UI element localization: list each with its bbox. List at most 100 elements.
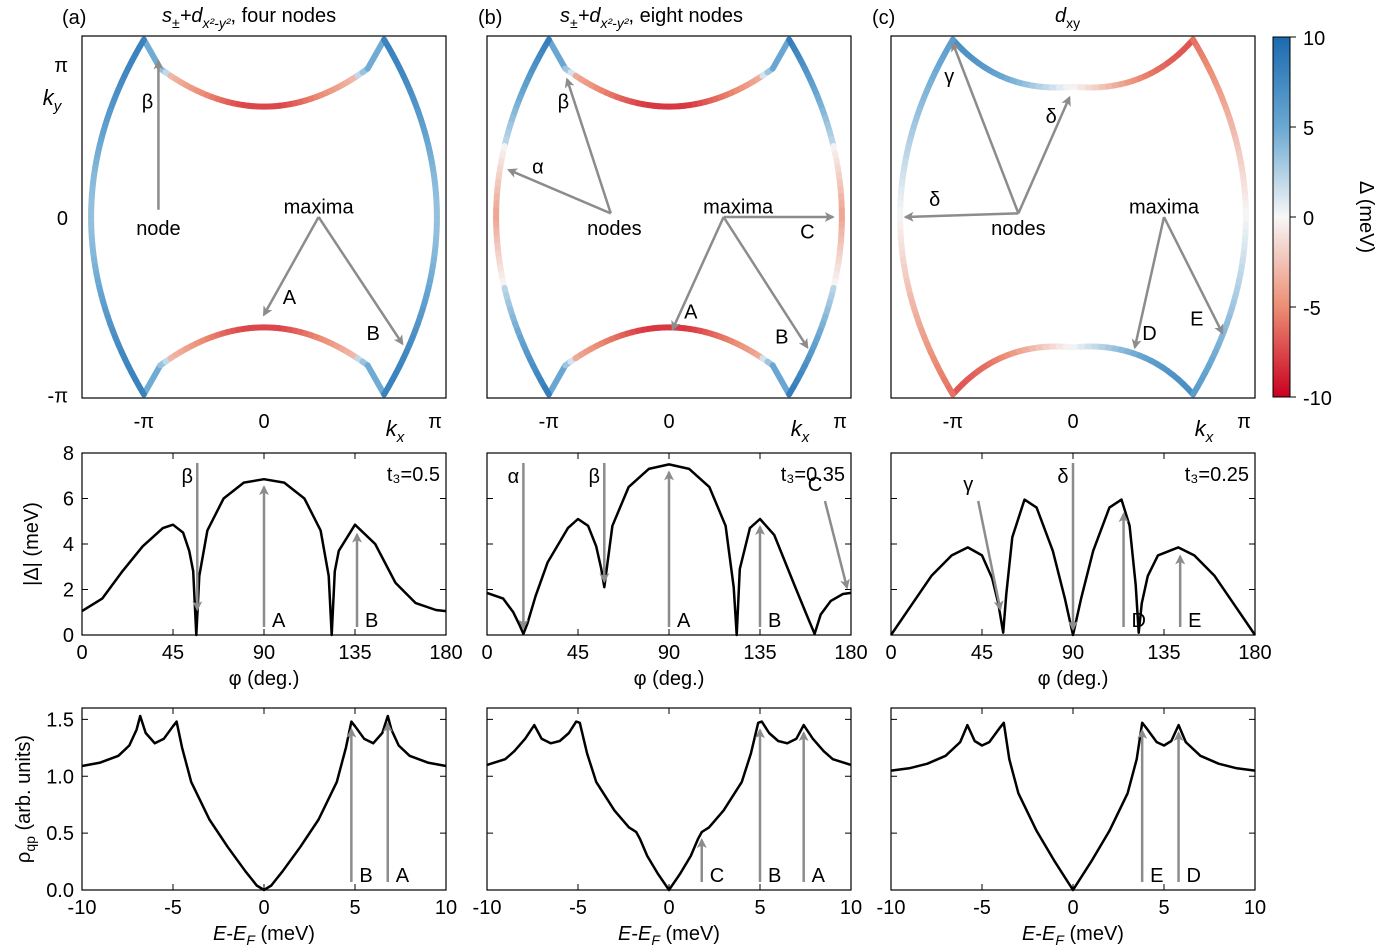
marker-B: B [775,327,788,349]
x-axis-label: E-EF (meV) [618,923,720,948]
y-tick-label: 8 [63,443,74,465]
data-line [81,477,447,637]
fs-top-arc [140,36,388,110]
y-tick-label: 0.0 [46,880,74,902]
x-tick-label: -10 [68,897,97,919]
marker-label-α: α [508,466,520,488]
maxima-label: maxima [284,196,355,218]
y-axis-label: |Δ| (meV) [21,502,43,586]
parameter-label: t₃=0.25 [1185,464,1249,486]
x-tick-label: -π [943,411,963,433]
x-tick-label: 0 [663,411,674,433]
marker-label-B: B [768,610,781,632]
marker-label-E: E [1150,865,1163,887]
x-tick-label: 5 [754,897,765,919]
fs-right-arc [786,36,845,398]
chart-c-bottom: -10 -5 0 5 10 E-EF (meV) E D [877,707,1266,948]
node-arrow-alpha [507,168,612,215]
marker-B: B [367,323,380,345]
x-axis-label: E-EF (meV) [213,923,315,948]
fs-bottom-arc [545,324,793,398]
x-tick-label: π [1237,411,1251,433]
marker-beta: β [558,91,570,113]
y-tick-label: -π [48,385,68,407]
fs-frame [486,35,852,399]
node-arrow-beta [564,77,612,214]
colorbar-tick-label: 0 [1303,208,1314,230]
x-tick-label: 45 [567,642,589,664]
marker-label-B: B [365,610,378,632]
data-line [81,714,447,892]
data-line [890,721,1256,892]
y-tick-label: 2 [63,580,74,602]
colorbar-label: Δ (meV) [1355,181,1377,253]
chart-a-middle: 0 45 90 135 180 φ (deg.) 0 2 4 6 8 |Δ| (meV) t₃=0.5 β… [21,443,463,690]
x-tick-label: 0 [481,642,492,664]
x-tick-label: 0 [1067,897,1078,919]
x-tick-label: 45 [162,642,184,664]
marker-arrow-γ [976,500,1004,611]
y-tick-label: π [54,55,68,77]
fs-segment [545,362,569,398]
x-tick-label: 0 [258,411,269,433]
parameter-label: t₃=0.35 [781,464,845,486]
node-label: node [136,218,181,240]
fs-segment [769,362,793,398]
panel-label-b: (b) [478,7,502,29]
node-arrow-delta-left [903,211,1019,222]
colorbar-tick-label: -5 [1303,298,1321,320]
marker-label-B: B [359,865,372,887]
node-arrow-gamma [951,41,1020,214]
x-tick-label: 180 [1238,642,1271,664]
x-tick-label: 180 [429,642,462,664]
data-line [889,498,1257,637]
plot-frame [486,707,852,891]
maxima-arrow-a [671,216,725,332]
marker-label-D: D [1132,610,1146,632]
chart-c-middle: 0 45 90 135 180 φ (deg.) t₃=0.25 γ δ D E [885,452,1272,690]
marker-D: D [1142,323,1156,345]
maxima-label: maxima [1129,196,1200,218]
fermi-surface-panel-b: -π 0 π kx nodes β α maxima A B C [486,35,852,446]
marker-delta-left: δ [929,189,940,211]
x-tick-label: 0 [885,642,896,664]
y-tick-label: 0 [63,625,74,647]
fs-segment [136,384,147,398]
chart-b-middle: 0 45 90 135 180 φ (deg.) t₃=0.35 α β A B C [481,452,868,690]
parameter-label: t₃=0.5 [387,464,440,486]
marker-label-C: C [808,474,822,496]
y-tick-label: 0.5 [46,823,74,845]
fs-segment [541,384,552,398]
marker-label-A: A [812,865,826,887]
fs-bottom-arc [140,324,388,398]
fs-left-arc [88,36,147,398]
panel-title-b: s±+dx²-y², eight nodes [560,5,743,31]
x-tick-label: -10 [473,897,502,919]
fs-frame [890,35,1256,399]
kx-axis-label: kx [386,416,405,446]
colorbar-tick-label: 10 [1303,28,1325,50]
fermi-surface-panel-c: -π 0 π kx nodes γ δ δ maxima D E [890,35,1256,446]
maxima-arrow-d [1131,216,1166,350]
x-tick-label: 0 [1067,411,1078,433]
marker-gamma: γ [944,66,954,88]
y-tick-label: 1.0 [46,766,74,788]
fs-left-arc [897,36,956,398]
panel-title-c: dxy [1055,5,1080,31]
marker-label-γ: γ [963,474,973,496]
marker-A: A [283,287,297,309]
node-arrow-delta-top [1017,95,1071,214]
fs-top-arc [949,36,1197,91]
fs-segment [769,36,793,72]
fs-segment [364,36,388,72]
node-label: nodes [991,218,1046,240]
kx-axis-label: kx [791,416,810,446]
y-tick-label: 1.5 [46,709,74,731]
maxima-arrow-b [722,216,809,350]
x-tick-label: 90 [658,642,680,664]
x-tick-label: 135 [338,642,371,664]
x-axis-label: φ (deg.) [634,668,705,690]
x-tick-label: 0 [76,642,87,664]
panel-label-a: (a) [62,7,86,29]
